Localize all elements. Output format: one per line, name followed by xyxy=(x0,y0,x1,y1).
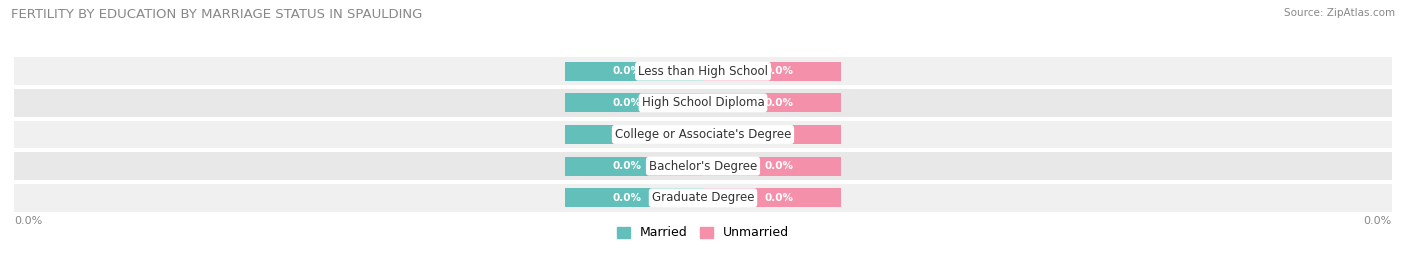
Text: Graduate Degree: Graduate Degree xyxy=(652,191,754,204)
Text: Source: ZipAtlas.com: Source: ZipAtlas.com xyxy=(1284,8,1395,18)
Text: 0.0%: 0.0% xyxy=(765,193,793,203)
Text: High School Diploma: High School Diploma xyxy=(641,96,765,109)
Text: Less than High School: Less than High School xyxy=(638,65,768,78)
Bar xyxy=(14,152,1392,180)
Text: 0.0%: 0.0% xyxy=(613,98,641,108)
Bar xyxy=(14,57,1392,85)
Bar xyxy=(565,62,703,81)
Text: 0.0%: 0.0% xyxy=(613,66,641,76)
Bar xyxy=(703,157,841,176)
Text: 0.0%: 0.0% xyxy=(613,161,641,171)
Text: 0.0%: 0.0% xyxy=(765,98,793,108)
Bar xyxy=(14,184,1392,212)
Text: 0.0%: 0.0% xyxy=(765,129,793,140)
Legend: Married, Unmarried: Married, Unmarried xyxy=(612,221,794,245)
Text: College or Associate's Degree: College or Associate's Degree xyxy=(614,128,792,141)
Text: 0.0%: 0.0% xyxy=(765,161,793,171)
Bar xyxy=(703,62,841,81)
Bar xyxy=(703,93,841,112)
Text: 0.0%: 0.0% xyxy=(613,193,641,203)
Bar xyxy=(703,188,841,207)
Bar xyxy=(565,125,703,144)
Bar xyxy=(703,125,841,144)
Bar xyxy=(14,89,1392,117)
Text: 0.0%: 0.0% xyxy=(1364,215,1392,225)
Text: Bachelor's Degree: Bachelor's Degree xyxy=(650,160,756,173)
Text: 0.0%: 0.0% xyxy=(765,66,793,76)
Text: FERTILITY BY EDUCATION BY MARRIAGE STATUS IN SPAULDING: FERTILITY BY EDUCATION BY MARRIAGE STATU… xyxy=(11,8,423,21)
Text: 0.0%: 0.0% xyxy=(613,129,641,140)
Text: 0.0%: 0.0% xyxy=(14,215,42,225)
Bar xyxy=(14,121,1392,148)
Bar xyxy=(565,188,703,207)
Bar xyxy=(565,157,703,176)
Bar xyxy=(565,93,703,112)
